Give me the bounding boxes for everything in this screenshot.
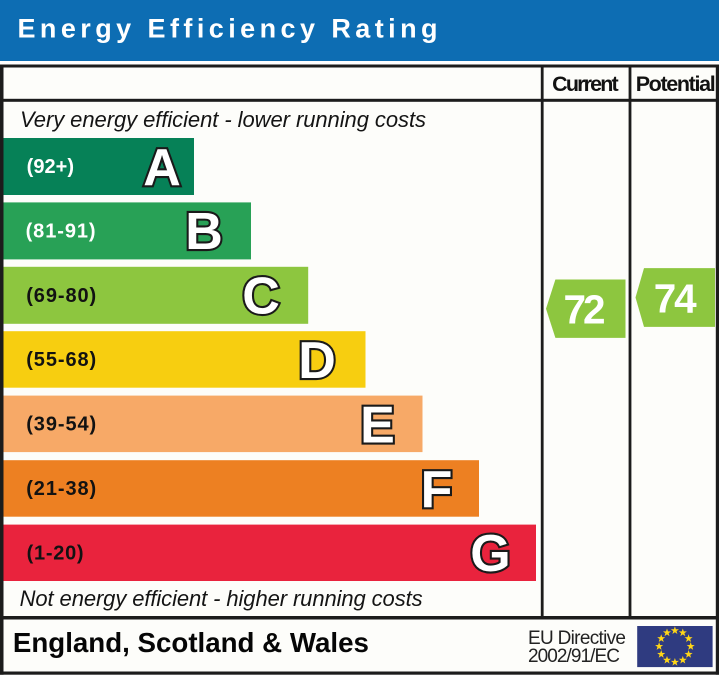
svg-text:A: A [143, 139, 181, 197]
svg-text:Current: Current [552, 72, 619, 96]
svg-text:(69-80): (69-80) [26, 285, 96, 307]
svg-text:2002/91/EC: 2002/91/EC [528, 646, 620, 667]
svg-text:74: 74 [654, 275, 697, 321]
svg-text:B: B [185, 203, 223, 261]
svg-text:G: G [470, 525, 510, 583]
svg-text:Energy Efficiency Rating: Energy Efficiency Rating [18, 14, 438, 44]
svg-text:(92+): (92+) [27, 156, 75, 178]
svg-text:Very energy efficient - lower: Very energy efficient - lower running co… [20, 107, 426, 132]
svg-text:C: C [242, 268, 280, 326]
svg-text:Potential: Potential [636, 72, 716, 96]
svg-text:(81-91): (81-91) [26, 220, 96, 242]
svg-text:EU Directive: EU Directive [528, 628, 626, 649]
svg-text:England, Scotland & Wales: England, Scotland & Wales [13, 627, 369, 658]
svg-text:(39-54): (39-54) [26, 414, 96, 436]
svg-text:D: D [298, 332, 336, 390]
svg-text:E: E [360, 396, 395, 454]
svg-text:(1-20): (1-20) [27, 543, 84, 565]
svg-text:F: F [421, 461, 453, 519]
svg-text:Not energy efficient - higher: Not energy efficient - higher running co… [20, 586, 423, 611]
svg-text:(21-38): (21-38) [26, 478, 96, 500]
svg-text:(55-68): (55-68) [26, 349, 96, 371]
svg-text:72: 72 [564, 286, 606, 332]
